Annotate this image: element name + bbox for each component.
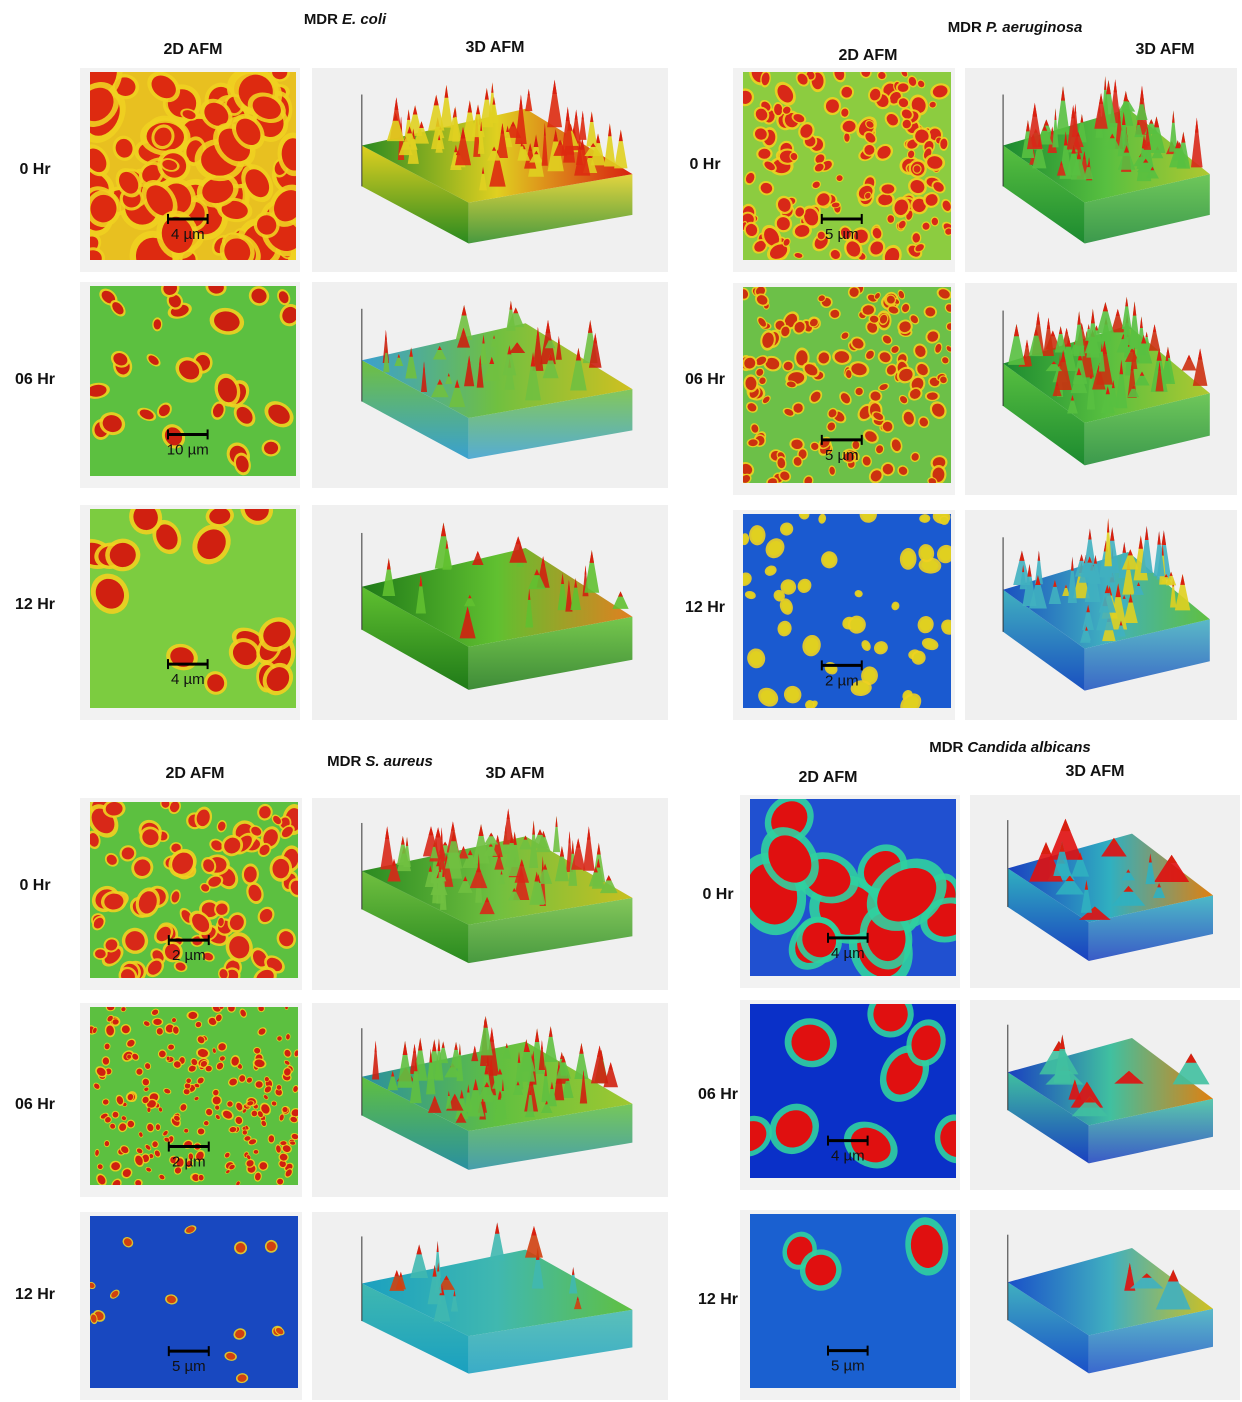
column-header: 2D AFM — [799, 769, 858, 786]
scale-bar-label: 4 µm — [171, 226, 205, 243]
afm-2d-image — [63, 42, 315, 292]
panel-title: MDRS. aureus — [327, 753, 433, 770]
scale-bar-label: 5 µm — [825, 226, 859, 243]
title-prefix: MDR — [948, 19, 982, 36]
afm-2d-image — [728, 785, 981, 996]
row-label: 12 Hr — [685, 599, 725, 616]
title-prefix: MDR — [304, 11, 338, 28]
row-label: 12 Hr — [15, 1286, 55, 1303]
title-species: S. aureus — [365, 753, 433, 770]
row-label: 0 Hr — [19, 161, 50, 178]
column-header: 2D AFM — [839, 47, 898, 64]
column-header: 2D AFM — [164, 41, 223, 58]
column-header: 2D AFM — [166, 765, 225, 782]
panel-title: MDRE. coli — [304, 11, 387, 28]
scale-bar-label: 4 µm — [831, 1148, 865, 1165]
afm-feature — [751, 528, 763, 543]
scale-bar-label: 5 µm — [172, 1358, 206, 1375]
scale-bar-label: 10 µm — [167, 441, 209, 458]
column-header: 3D AFM — [486, 765, 545, 782]
scale-bar-label: 4 µm — [831, 945, 865, 962]
figure: MDRE. coli2D AFM3D AFM0 Hr4 µm06 Hr10 µm… — [0, 0, 1242, 1402]
column-header: 3D AFM — [1066, 763, 1125, 780]
column-header: 3D AFM — [466, 39, 525, 56]
row-label: 12 Hr — [15, 596, 55, 613]
title-species: E. coli — [342, 11, 387, 28]
row-label: 06 Hr — [698, 1086, 738, 1103]
column-header: 3D AFM — [1136, 41, 1195, 58]
row-label: 0 Hr — [689, 156, 720, 173]
scale-bar-label: 2 µm — [825, 672, 859, 689]
title-prefix: MDR — [929, 739, 963, 756]
afm-feature — [254, 1150, 259, 1154]
title-species: Candida albicans — [967, 739, 1090, 756]
row-label: 06 Hr — [15, 371, 55, 388]
title-species: P. aeruginosa — [986, 19, 1082, 36]
row-label: 0 Hr — [702, 886, 733, 903]
panel-title: MDRCandida albicans — [929, 739, 1091, 756]
scale-bar-label: 5 µm — [831, 1358, 865, 1375]
row-label: 0 Hr — [19, 877, 50, 894]
scale-bar-label: 2 µm — [172, 1154, 206, 1171]
row-label: 06 Hr — [15, 1096, 55, 1113]
scale-bar-label: 4 µm — [171, 671, 205, 688]
row-label: 12 Hr — [698, 1291, 738, 1308]
title-prefix: MDR — [327, 753, 361, 770]
scale-bar-label: 2 µm — [172, 947, 206, 964]
afm-feature — [147, 1107, 150, 1112]
row-label: 06 Hr — [685, 371, 725, 388]
scale-bar-label: 5 µm — [825, 447, 859, 464]
